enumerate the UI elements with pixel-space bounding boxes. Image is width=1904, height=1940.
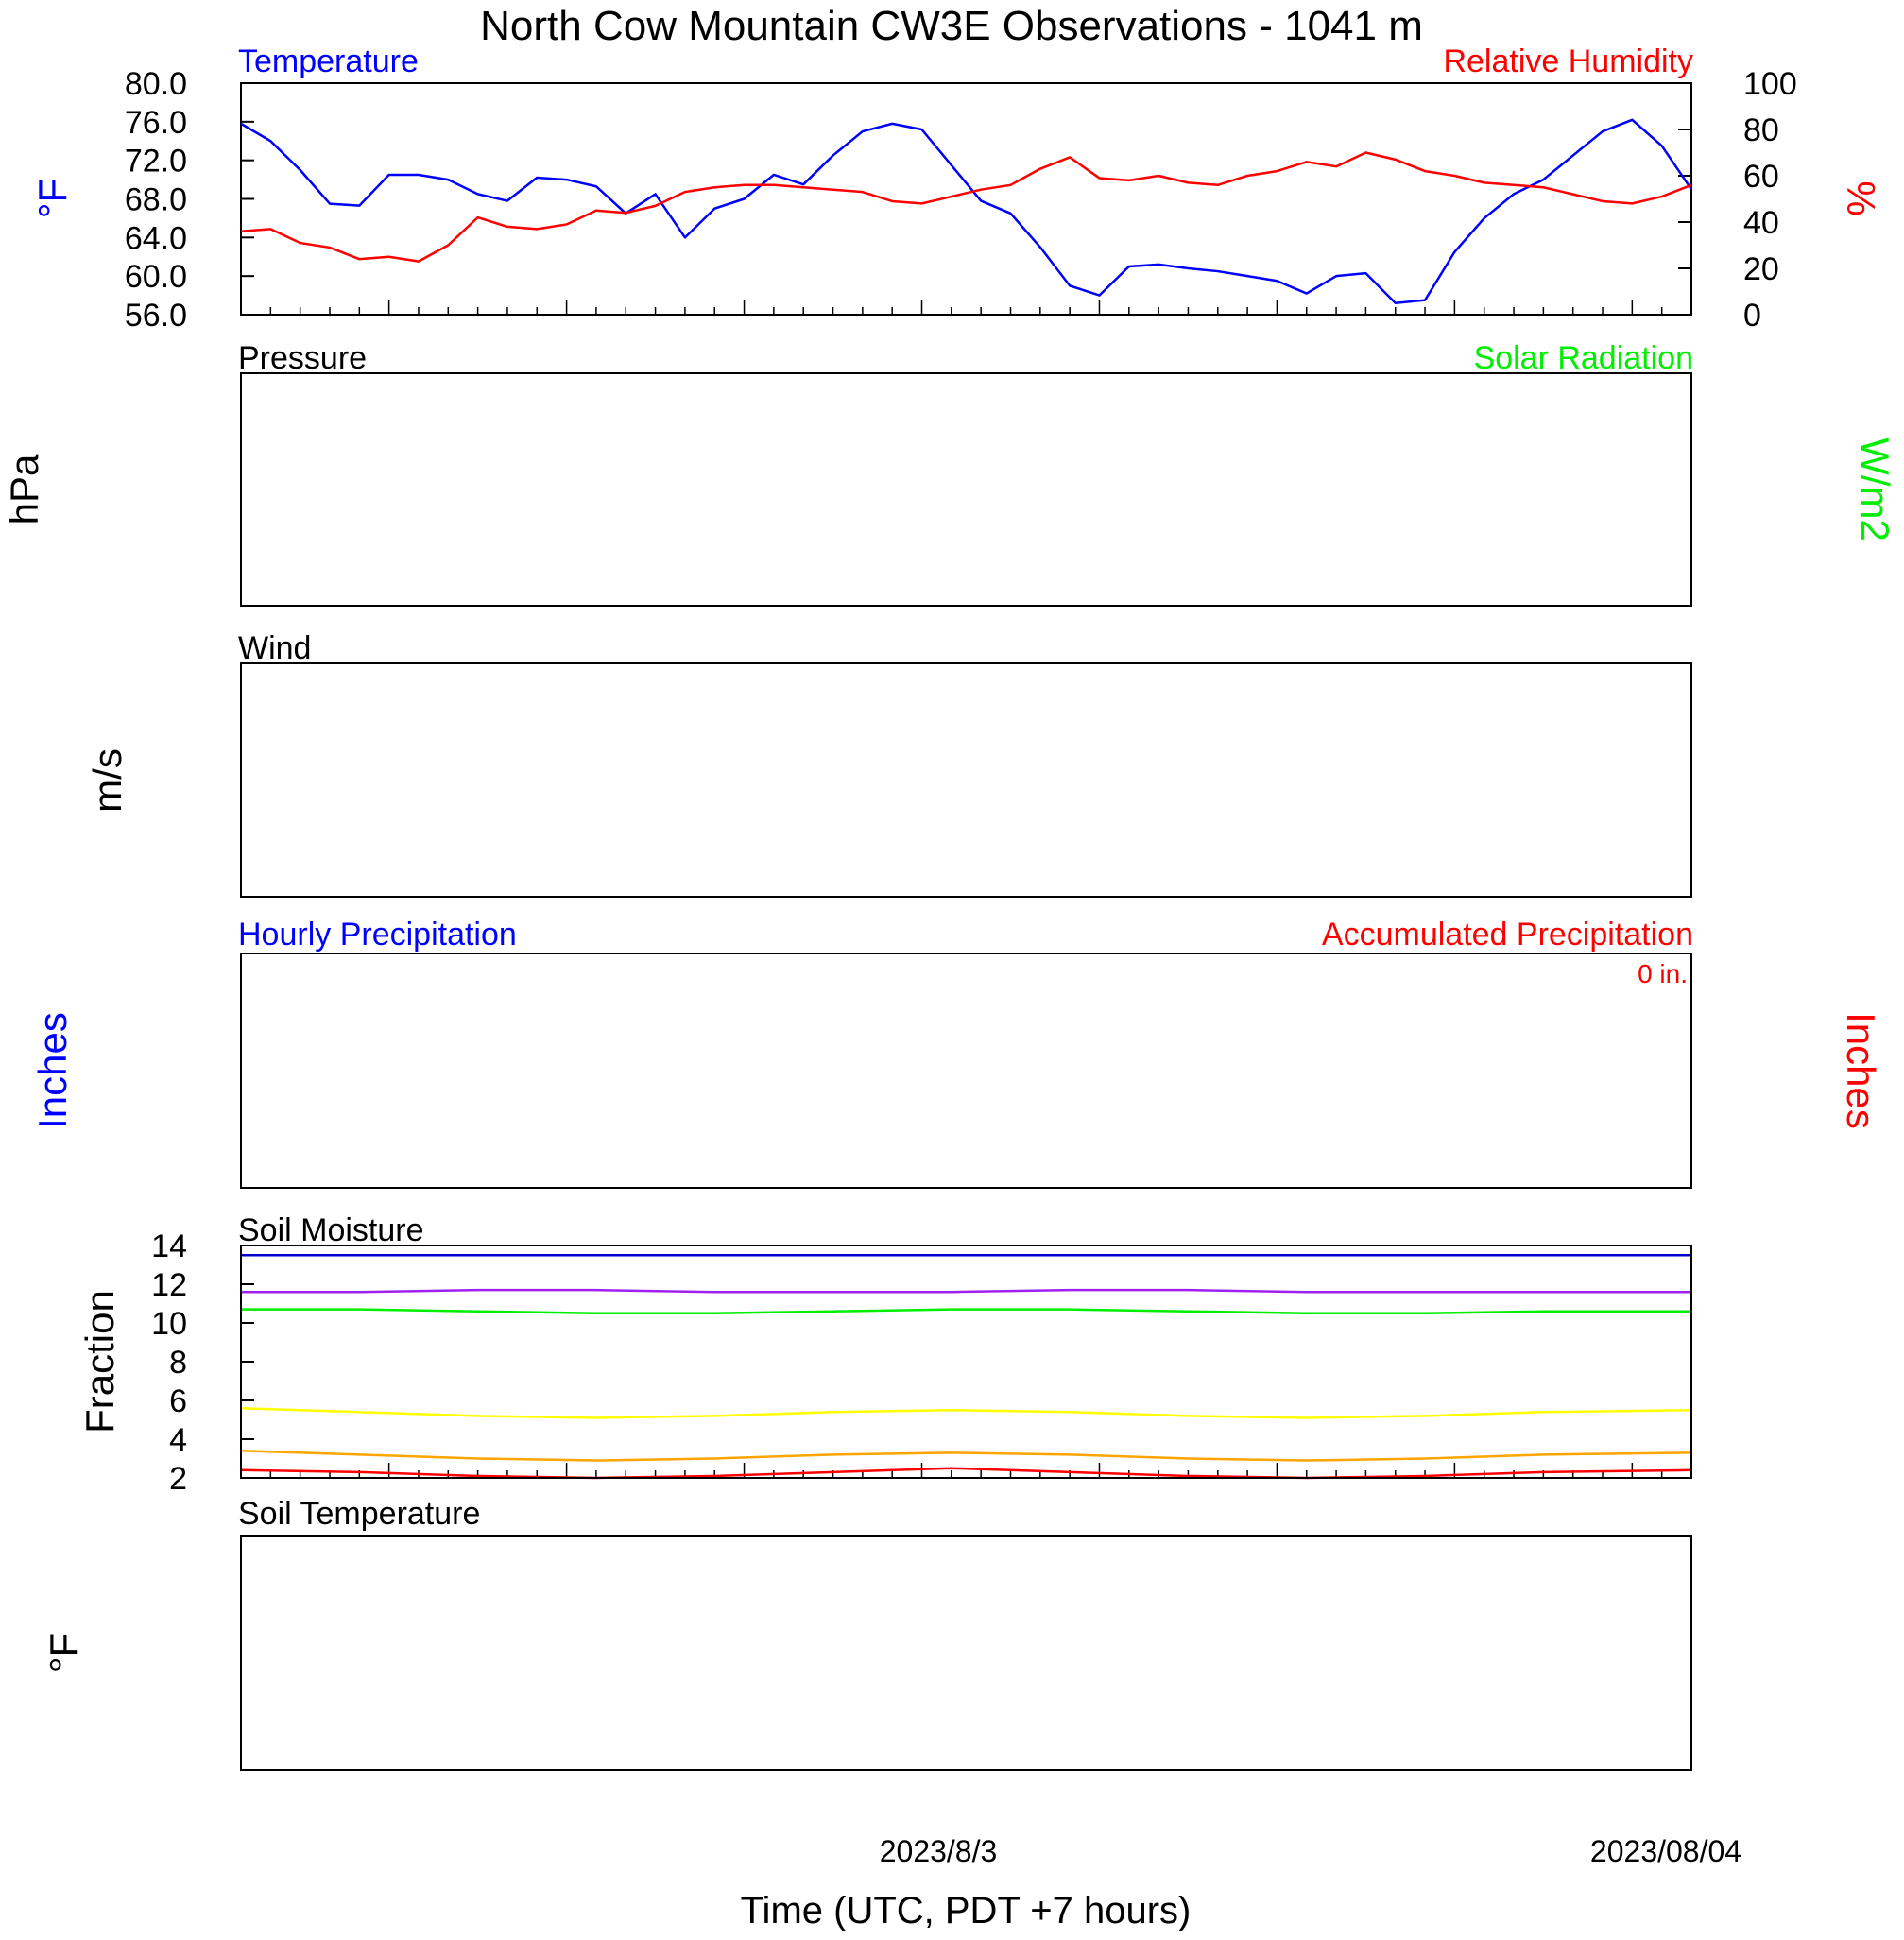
y-tick-label-right: 60	[1743, 159, 1779, 195]
series-line-temperature	[240, 118, 1693, 304]
y-tick-label-left: 64.0	[125, 220, 187, 256]
panel-frame	[240, 1245, 1692, 1479]
series-group	[240, 118, 1693, 304]
panel-title-soil-temperature: Soil Temperature	[238, 1496, 480, 1532]
series-line-15-cm	[240, 1406, 1692, 1419]
date-label-2: 2023/08/04	[1590, 1834, 1741, 1868]
y-tick-label-left: 60.0	[125, 259, 187, 295]
panel-temperature-humidity: Temperature Relative Humidity °F % 80.07…	[30, 43, 1883, 334]
y-axis-label-right: %	[1839, 180, 1883, 215]
y-tick-label-left: 68.0	[125, 182, 187, 218]
date-label-1: 2023/8/3	[880, 1834, 998, 1868]
y-axis-label-left: °F	[30, 179, 75, 218]
y-ticks-left: 80.076.072.068.064.060.056.0	[125, 66, 254, 334]
panel-title-wind: Wind	[238, 630, 311, 666]
series-line-100-cm	[241, 1288, 1691, 1294]
y-tick-label-left: 56.0	[125, 298, 187, 334]
y-tick-label-left: 80.0	[125, 66, 187, 102]
panel-wind: Wind m/s	[85, 630, 1692, 898]
panel-title-hourly-precip: Hourly Precipitation	[238, 917, 517, 953]
y-tick-label-left: 12	[151, 1267, 187, 1303]
panel-soil-temperature: Soil Temperature °F	[42, 1496, 1692, 1771]
y-axis-label-left: Fraction	[77, 1290, 122, 1434]
y-axis-label-left: m/s	[85, 748, 129, 813]
series-line-5-cm	[240, 1467, 1692, 1480]
panel-title-solar: Solar Radiation	[1474, 340, 1693, 376]
y-axis-label-right: W/m2	[1853, 438, 1897, 541]
x-ticks	[240, 300, 1692, 315]
y-tick-label-right: 0	[1743, 298, 1761, 334]
y-tick-label-left: 10	[151, 1306, 187, 1342]
series-line-20-cm	[241, 1308, 1691, 1314]
y-axis-label-left: hPa	[2, 454, 46, 524]
x-axis-title: Time (UTC, PDT +7 hours)	[741, 1890, 1192, 1931]
y-tick-label-left: 4	[169, 1422, 187, 1458]
y-tick-label-left: 8	[169, 1345, 187, 1381]
y-tick-label-left: 2	[169, 1461, 187, 1497]
panel-title-pressure: Pressure	[238, 340, 367, 376]
y-tick-label-right: 100	[1743, 66, 1797, 102]
panel-frame	[240, 372, 1692, 607]
y-tick-label-left: 6	[169, 1383, 187, 1419]
panel-frame	[240, 953, 1692, 1189]
y-axis-label-right: Inches	[1839, 1012, 1883, 1129]
y-tick-label-right: 20	[1743, 251, 1779, 287]
panel-title-humidity: Relative Humidity	[1443, 43, 1693, 79]
panel-precipitation: Hourly Precipitation Accumulated Precipi…	[30, 917, 1883, 1189]
y-tick-label-left: 76.0	[125, 105, 187, 141]
y-tick-label-right: 80	[1743, 112, 1779, 148]
panel-pressure-solar: Pressure Solar Radiation hPa W/m2 141210…	[2, 340, 1897, 1497]
figure-title: North Cow Mountain CW3E Observations - 1…	[480, 3, 1423, 49]
y-axis-label-left: Inches	[30, 1012, 75, 1129]
panel-title-accum-precip: Accumulated Precipitation	[1322, 917, 1693, 953]
panel-frame	[240, 662, 1692, 898]
y-axis-label-left: °F	[42, 1633, 86, 1673]
panel-frame	[240, 1535, 1692, 1771]
series-line-10-cm	[240, 1450, 1692, 1462]
y-tick-label-left: 72.0	[125, 144, 187, 180]
y-tick-label-left: 14	[151, 1228, 187, 1264]
panel-title-soil-moisture: Soil Moisture	[238, 1212, 424, 1248]
y-tick-label-right: 40	[1743, 205, 1779, 241]
series-line-relative-humidity	[240, 151, 1692, 263]
panel-title-temperature: Temperature	[238, 43, 419, 79]
accum-precip-annotation: 0 in.	[1638, 959, 1688, 988]
panel-soil-moisture: Soil Moisture Fraction	[77, 1212, 1692, 1479]
series-group	[240, 1254, 1692, 1480]
y-ticks-right: 100 80 60 40 20 0	[1678, 66, 1797, 334]
